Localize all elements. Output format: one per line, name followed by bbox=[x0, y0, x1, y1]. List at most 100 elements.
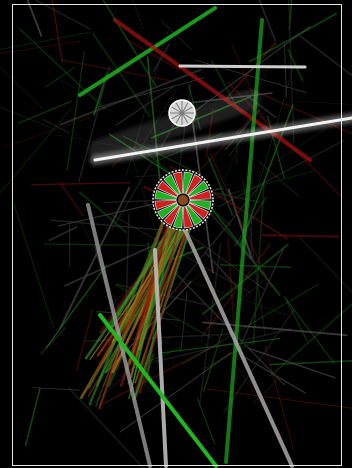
spoke bbox=[181, 106, 193, 114]
faint-line bbox=[209, 153, 272, 288]
faint-line bbox=[248, 12, 338, 63]
faint-line bbox=[182, 283, 320, 365]
faint-line bbox=[17, 100, 72, 125]
faint-line bbox=[180, 291, 188, 353]
faint-line bbox=[50, 219, 164, 231]
segment bbox=[157, 180, 179, 198]
white-line bbox=[153, 248, 168, 468]
segment bbox=[182, 171, 194, 194]
glow-band bbox=[89, 89, 261, 161]
faint-line bbox=[283, 296, 335, 364]
faint-line bbox=[200, 243, 272, 339]
faint-line bbox=[298, 236, 352, 293]
segment bbox=[189, 199, 212, 211]
wheel-spokes bbox=[170, 101, 194, 125]
spoke bbox=[175, 102, 183, 114]
ray bbox=[107, 208, 182, 332]
wheel-hub bbox=[178, 195, 188, 205]
faint-line bbox=[45, 66, 76, 88]
faint-line bbox=[283, 43, 287, 97]
faint-line bbox=[95, 77, 205, 109]
faint-line bbox=[42, 118, 70, 134]
segment bbox=[185, 174, 203, 196]
segment bbox=[157, 202, 179, 220]
segment bbox=[185, 204, 203, 226]
segment bbox=[172, 206, 184, 229]
faint-line bbox=[251, 66, 294, 207]
faint-line bbox=[266, 115, 285, 179]
faint-line bbox=[287, 48, 304, 82]
faint-line bbox=[288, 0, 293, 31]
ray bbox=[95, 203, 172, 407]
white-line bbox=[178, 64, 307, 69]
faint-line bbox=[252, 179, 266, 346]
faint-line bbox=[77, 66, 111, 183]
faint-line bbox=[261, 234, 340, 238]
faint-line bbox=[0, 108, 72, 194]
faint-line bbox=[175, 275, 286, 315]
white-line bbox=[86, 203, 152, 468]
faint-line bbox=[58, 186, 131, 330]
segment bbox=[172, 171, 184, 194]
faint-line bbox=[264, 345, 295, 451]
faint-line bbox=[43, 243, 146, 246]
faint-line bbox=[0, 66, 43, 109]
faint-line bbox=[269, 359, 352, 366]
segment bbox=[182, 206, 194, 229]
faint-line bbox=[204, 251, 241, 291]
faint-line bbox=[13, 203, 55, 328]
faint-line bbox=[48, 225, 78, 242]
segment bbox=[189, 189, 212, 201]
white-wheel bbox=[168, 99, 196, 127]
faint-line bbox=[5, 116, 92, 147]
faint-line bbox=[39, 327, 66, 355]
faint-line bbox=[233, 196, 268, 247]
faint-line bbox=[102, 0, 157, 87]
spoke bbox=[171, 112, 183, 120]
major-lines bbox=[78, 6, 352, 468]
wheel-segments bbox=[154, 171, 212, 229]
white-line bbox=[93, 116, 352, 162]
spoke bbox=[171, 106, 183, 114]
faint-line bbox=[91, 32, 151, 118]
faint-line bbox=[96, 310, 181, 322]
faint-line bbox=[24, 388, 41, 447]
faint-line bbox=[206, 190, 261, 204]
green-line bbox=[78, 6, 217, 97]
segment bbox=[187, 202, 209, 220]
faint-line bbox=[68, 386, 145, 468]
faint-line bbox=[59, 68, 202, 126]
faint-line bbox=[234, 49, 299, 89]
spoke bbox=[181, 112, 189, 124]
segment bbox=[154, 199, 177, 211]
faint-line bbox=[256, 128, 326, 176]
faint-line bbox=[26, 0, 43, 37]
faint-line bbox=[269, 303, 352, 377]
white-line bbox=[183, 228, 294, 468]
faint-line bbox=[202, 328, 224, 392]
green-line bbox=[98, 313, 218, 468]
ray bbox=[138, 207, 194, 394]
faint-line bbox=[198, 242, 222, 407]
faint-line bbox=[285, 299, 308, 342]
spoke bbox=[181, 102, 189, 114]
faint-line bbox=[51, 0, 64, 64]
frame bbox=[12, 4, 342, 466]
ray bbox=[124, 212, 174, 374]
faint-line bbox=[126, 347, 181, 372]
faint-line bbox=[45, 265, 107, 349]
faint-line bbox=[160, 338, 281, 354]
faint-line bbox=[33, 0, 92, 30]
faint-line bbox=[288, 0, 295, 144]
faint-line bbox=[59, 182, 85, 217]
faint-line bbox=[0, 106, 56, 130]
segment bbox=[163, 174, 181, 196]
faint-line bbox=[66, 51, 85, 171]
segment bbox=[163, 204, 181, 226]
ray bbox=[98, 199, 172, 410]
faint-line bbox=[223, 308, 295, 413]
faint-line bbox=[231, 44, 268, 129]
color-wheel bbox=[152, 169, 214, 231]
faint-line bbox=[0, 31, 92, 50]
faint-line bbox=[294, 100, 352, 105]
